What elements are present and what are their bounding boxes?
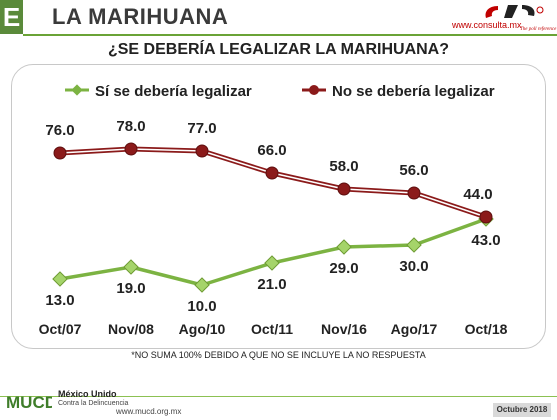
data-point-no-6 (479, 210, 493, 224)
legend-marker-1 (309, 85, 319, 95)
x-tick-label-6: Oct/18 (465, 321, 508, 337)
x-tick-label-3: Oct/11 (251, 321, 293, 337)
data-point-si-3 (264, 255, 280, 271)
data-point-no-3 (265, 166, 279, 180)
data-label-si-2: 10.0 (187, 298, 216, 315)
brand-tagline: The poll reference (520, 27, 557, 32)
data-label-si-6: 43.0 (471, 232, 500, 249)
data-label-si-1: 19.0 (116, 280, 145, 297)
data-point-si-4 (336, 239, 352, 255)
data-point-si-0 (52, 271, 68, 287)
legend-marker-0 (71, 84, 83, 96)
x-tick-label-5: Ago/17 (391, 321, 438, 337)
series-line-outer-1 (59, 146, 487, 220)
header-divider (23, 34, 557, 36)
data-point-no-0 (53, 146, 67, 160)
data-label-si-5: 30.0 (399, 258, 428, 275)
mucd-logo-icon: MUCD (6, 393, 52, 412)
consulta-logo-icon (485, 5, 544, 18)
line-chart: Sí se debería legalizar No se debería leg… (39, 83, 508, 337)
data-point-no-2 (195, 144, 209, 158)
x-tick-label-0: Oct/07 (39, 321, 82, 337)
x-tick-label-4: Nov/16 (321, 321, 367, 337)
data-label-no-1: 78.0 (116, 118, 145, 135)
data-label-no-2: 77.0 (187, 120, 216, 137)
data-point-no-4 (337, 182, 351, 196)
series-line-inner-1 (59, 148, 487, 218)
data-label-si-4: 29.0 (329, 260, 358, 277)
page-title: LA MARIHUANA (52, 4, 229, 29)
section-letter: E (0, 0, 23, 34)
chart-title: ¿SE DEBERÍA LEGALIZAR LA MARIHUANA? (107, 41, 450, 58)
data-point-si-5 (406, 237, 422, 253)
footer-date: Octubre 2018 (493, 403, 551, 417)
data-label-si-3: 21.0 (257, 276, 286, 293)
org-subtitle: Contra la Delincuencia (58, 400, 129, 407)
legend-label-0: Sí se debería legalizar (95, 83, 252, 100)
data-label-no-5: 56.0 (399, 162, 428, 179)
mucd-logo-text: MUCD (6, 393, 52, 412)
data-label-no-6: 44.0 (463, 186, 492, 203)
data-label-no-4: 58.0 (329, 158, 358, 175)
org-name: México Unido (58, 389, 117, 399)
footer-divider (0, 396, 557, 397)
x-tick-label-1: Nov/08 (108, 321, 154, 337)
data-label-no-0: 76.0 (45, 122, 74, 139)
data-point-no-5 (407, 186, 421, 200)
legend-label-1: No se debería legalizar (332, 83, 495, 100)
data-point-si-1 (123, 259, 139, 275)
footnote: *NO SUMA 100% DEBIDO A QUE NO SE INCLUYE… (131, 350, 426, 360)
data-point-no-1 (124, 142, 138, 156)
data-label-si-0: 13.0 (45, 292, 74, 309)
data-label-no-3: 66.0 (257, 142, 286, 159)
header (0, 0, 557, 34)
data-point-si-2 (194, 277, 210, 293)
brand-url: www.consulta.mx (452, 20, 522, 30)
org-url: www.mucd.org.mx (116, 407, 182, 416)
x-tick-label-2: Ago/10 (179, 321, 226, 337)
